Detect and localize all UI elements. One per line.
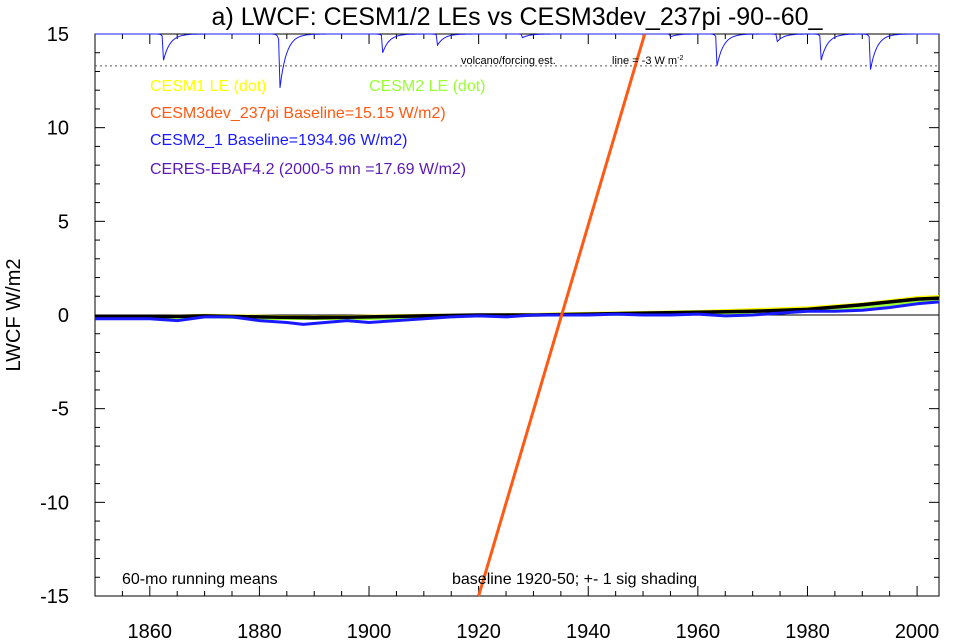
x-tick-label: 1940: [566, 621, 611, 641]
y-tick-label: 5: [58, 211, 69, 233]
y-tick-label: -10: [40, 492, 69, 514]
x-tick-label: 2000: [895, 621, 940, 641]
y-tick-label: 0: [58, 305, 69, 327]
annotation-line-sup: -2: [677, 55, 683, 62]
x-tick-label: 1860: [128, 621, 173, 641]
annotation-volcano: volcano/forcing est.: [461, 55, 556, 67]
chart-title: a) LWCF: CESM1/2 LEs vs CESM3dev_237pi -…: [212, 3, 824, 31]
annotation-baseline: baseline 1920-50; +- 1 sig shading: [452, 571, 697, 588]
forcing-layer: [95, 33, 939, 88]
y-axis-label: LWCF W/m2: [3, 259, 25, 372]
y-tick-label: -5: [51, 399, 69, 421]
annotation-line-text: line = -3 W m: [612, 55, 677, 67]
legend-cesm3dev: CESM3dev_237pi Baseline=15.15 W/m2): [150, 105, 446, 122]
annotation-running-means: 60-mo running means: [122, 571, 278, 588]
x-tick-label: 1880: [237, 621, 282, 641]
y-tick-label: 15: [47, 24, 69, 46]
y-tick-label: -15: [40, 586, 69, 608]
legend-cesm2: CESM2 LE (dot): [369, 78, 485, 95]
legend: CESM1 LE (dot) CESM2 LE (dot) CESM3dev_2…: [150, 78, 485, 178]
x-tick-label: 1900: [347, 621, 392, 641]
x-tick-label: 1960: [676, 621, 721, 641]
series-layer: [94, 33, 940, 597]
plot-area: 1860 1880 1900 1920 1940 1960 1980 2000 -15 -10 -5…: [40, 24, 940, 641]
legend-cesm1: CESM1 LE (dot): [150, 78, 266, 95]
x-tick-label: 1980: [785, 621, 830, 641]
annotation-line: line = -3 W m-2: [612, 55, 683, 67]
series-line-cesm3dev-237pi: [477, 33, 647, 597]
legend-cesm2-1: CESM2_1 Baseline=1934.96 W/m2): [150, 132, 407, 149]
y-tick-label: 10: [47, 118, 69, 140]
x-tick-label: 1920: [456, 621, 501, 641]
series-line-cesm2-1: [95, 300, 940, 326]
forcing-line: [95, 33, 939, 88]
legend-ceres: CERES-EBAF4.2 (2000-5 mn =17.69 W/m2): [150, 161, 466, 178]
